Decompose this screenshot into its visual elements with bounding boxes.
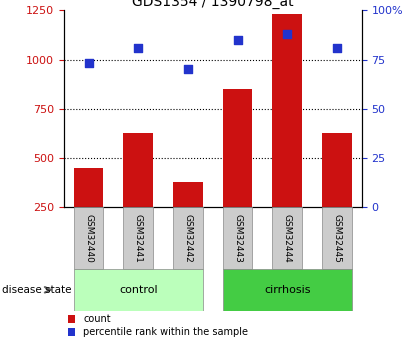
Text: GSM32443: GSM32443	[233, 214, 242, 263]
Point	[135, 45, 141, 50]
Bar	[223, 207, 252, 269]
Text: GSM32445: GSM32445	[332, 214, 342, 263]
Text: GSM32442: GSM32442	[183, 214, 192, 263]
Bar	[74, 269, 203, 310]
Bar	[272, 14, 302, 207]
Point	[85, 61, 92, 66]
Point	[284, 31, 291, 37]
Point	[185, 67, 191, 72]
Text: control: control	[119, 285, 157, 295]
Text: disease state: disease state	[2, 285, 72, 295]
Bar	[322, 133, 352, 207]
Point	[234, 37, 241, 42]
Text: cirrhosis: cirrhosis	[264, 285, 310, 295]
Text: GSM32441: GSM32441	[134, 214, 143, 263]
Text: GSM32444: GSM32444	[283, 214, 292, 263]
Bar	[272, 207, 302, 269]
Bar	[123, 207, 153, 269]
Bar	[74, 168, 104, 207]
Bar	[123, 133, 153, 207]
Bar	[322, 207, 352, 269]
Point	[334, 45, 340, 50]
Legend: count, percentile rank within the sample: count, percentile rank within the sample	[64, 310, 252, 341]
Bar	[223, 269, 352, 310]
Bar	[173, 183, 203, 207]
Bar	[173, 207, 203, 269]
Bar	[223, 89, 252, 207]
Title: GDS1354 / 1390798_at: GDS1354 / 1390798_at	[132, 0, 293, 9]
Text: GSM32440: GSM32440	[84, 214, 93, 263]
Bar	[74, 207, 104, 269]
